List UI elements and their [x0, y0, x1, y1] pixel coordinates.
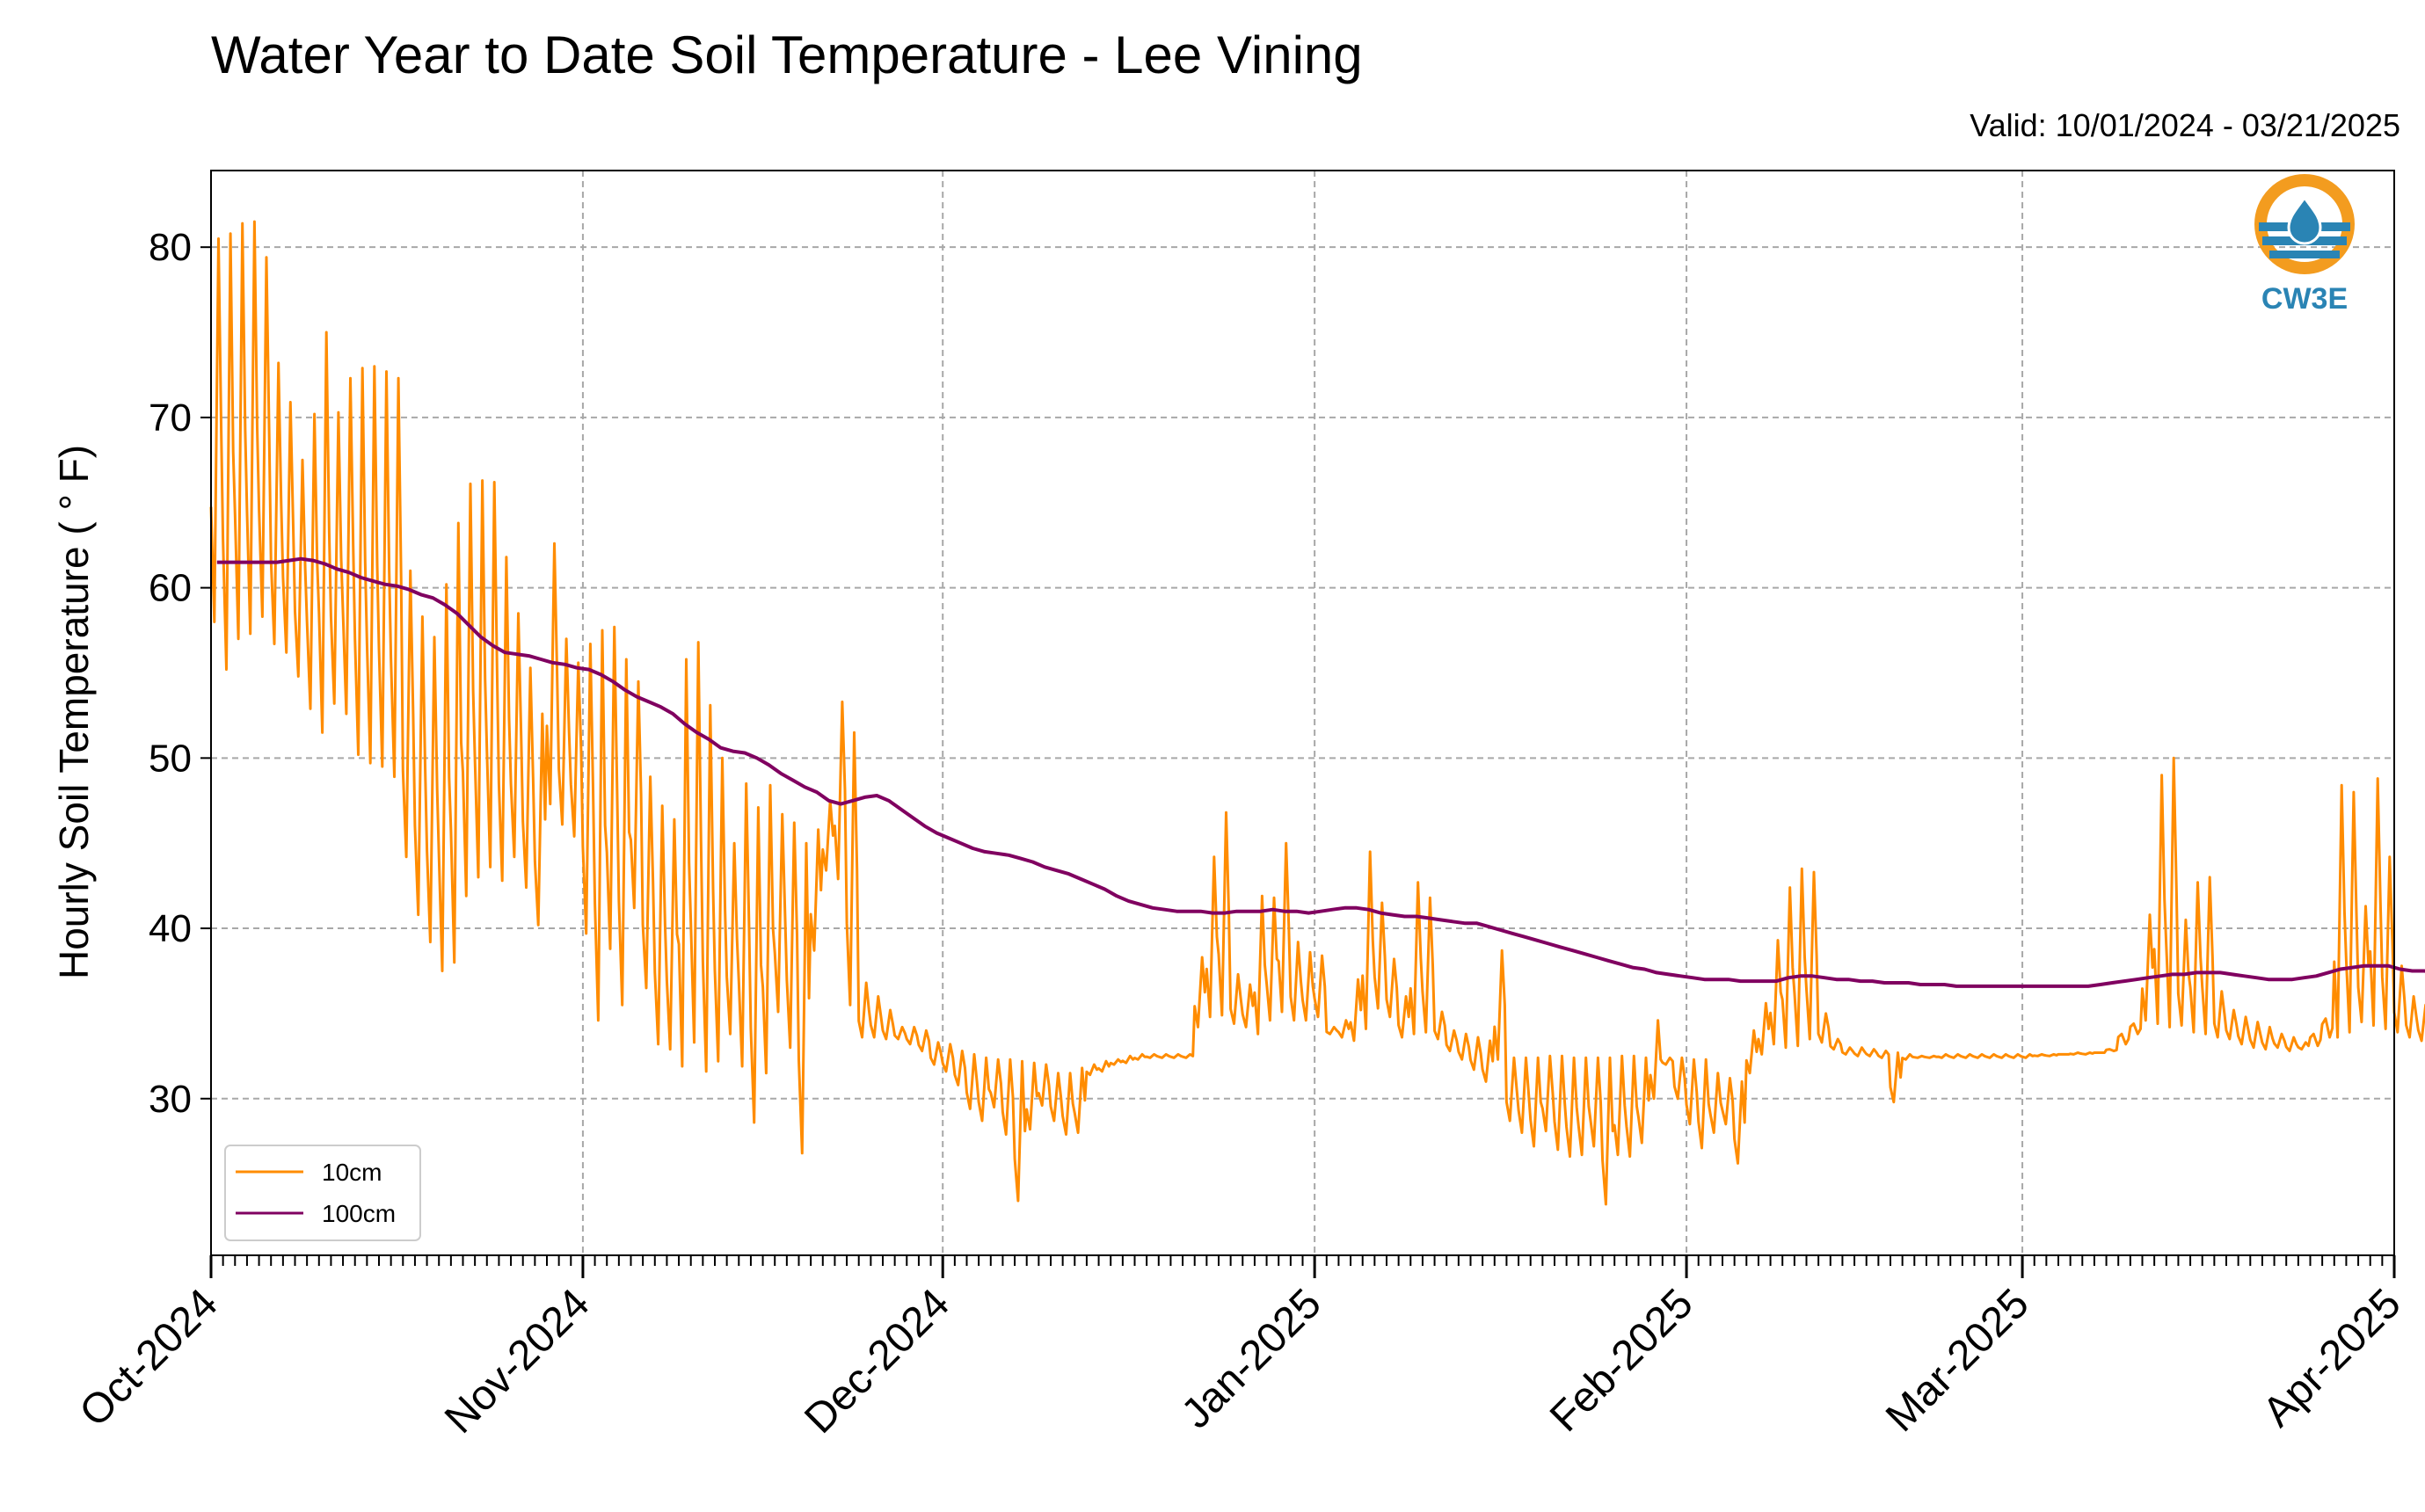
axis-ticks: [200, 246, 2396, 1278]
y-tick-label: 40: [149, 907, 192, 950]
chart-subtitle: Valid: 10/01/2024 - 03/21/2025: [1970, 107, 2400, 143]
y-tick-label: 60: [149, 567, 192, 610]
x-tick-label: Feb-2025: [1541, 1280, 1702, 1441]
y-tick-label: 70: [149, 396, 192, 440]
series-line-100cm: [216, 556, 2425, 988]
y-tick-label: 80: [149, 226, 192, 269]
logo-text: CW3E: [2261, 282, 2348, 316]
x-tick-label: Mar-2025: [1877, 1280, 2038, 1441]
x-tick-label: Dec-2024: [796, 1280, 958, 1443]
legend-label-10cm: 10cm: [322, 1159, 382, 1186]
y-tick-label: 30: [149, 1078, 192, 1121]
cw3e-logo: CW3E: [2254, 174, 2355, 316]
y-tick-label: 50: [149, 737, 192, 780]
water-drop-icon: [2287, 195, 2322, 245]
y-axis-label: Hourly Soil Temperature ( ° F): [51, 445, 97, 979]
x-tick-label: Jan-2025: [1173, 1280, 1330, 1437]
legend-frame: [224, 1145, 421, 1241]
series-line-10cm: [209, 220, 2425, 1206]
legend-label-100cm: 100cm: [322, 1200, 396, 1227]
grid-lines: [211, 171, 2394, 1255]
logo-blue-band-3: [2269, 251, 2340, 258]
plot-area-frame: [210, 170, 2395, 1256]
series-lines: [209, 220, 2425, 1206]
x-tick-label: Apr-2025: [2254, 1280, 2410, 1436]
x-tick-label: Nov-2024: [436, 1280, 599, 1443]
x-tick-label: Oct-2024: [71, 1280, 227, 1436]
legend: 10cm 100cm: [224, 1145, 421, 1241]
chart-title: Water Year to Date Soil Temperature - Le…: [211, 25, 1363, 84]
